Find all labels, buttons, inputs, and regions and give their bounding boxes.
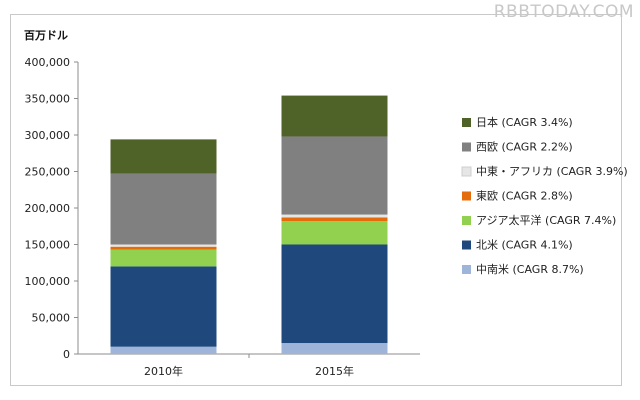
legend-entry: 東欧 (CAGR 2.8%) (476, 190, 573, 203)
legend-swatch (461, 166, 472, 177)
y-tick-label: 150,000 (25, 239, 71, 252)
y-tick-label: 300,000 (25, 129, 71, 142)
bar-segment (110, 139, 217, 174)
y-tick-label: 0 (63, 348, 70, 361)
legend-swatch (462, 240, 471, 250)
bar-segment (281, 217, 388, 222)
y-tick-label: 400,000 (25, 56, 71, 69)
y-tick-label: 350,000 (25, 93, 71, 106)
bars (110, 95, 388, 354)
axes: 0 50,000 100,000 150,000 200,000 250,000 300,0… (25, 56, 420, 378)
bar-segment (110, 249, 217, 267)
y-tick-label: 250,000 (25, 166, 71, 179)
legend-swatch (462, 191, 471, 201)
legend: 日本 (CAGR 3.4%) 西欧 (CAGR 2.2%) 中東・アフリカ (CAG… (461, 115, 628, 276)
legend-entry: 北米 (CAGR 4.1%) (476, 239, 573, 252)
legend-entry: 中東・アフリカ (CAGR 3.9%) (476, 165, 628, 178)
y-tick-label: 100,000 (25, 275, 71, 288)
bar-segment (110, 346, 217, 354)
y-tick-label: 200,000 (25, 202, 71, 215)
watermark: RBBTODAY.COM (493, 2, 634, 22)
bar-segment (281, 244, 388, 344)
legend-entry: アジア太平洋 (CAGR 7.4%) (476, 213, 616, 227)
legend-entry: 中南米 (CAGR 8.7%) (476, 263, 584, 276)
bar-segment (281, 343, 388, 354)
legend-entry: 日本 (CAGR 3.4%) (476, 115, 573, 129)
legend-swatch (462, 265, 471, 274)
legend-swatch (462, 118, 471, 127)
bar-segment (281, 221, 388, 245)
bar-segment (281, 214, 388, 218)
x-category-label: 2010年 (144, 364, 183, 378)
legend-entry: 西欧 (CAGR 2.2%) (476, 141, 573, 154)
legend-swatch (462, 216, 471, 225)
bar-segment (110, 246, 217, 250)
bar-segment (110, 173, 217, 245)
y-tick-label: 50,000 (32, 312, 71, 325)
bar-segment (110, 266, 217, 347)
chart-frame (10, 14, 622, 386)
unit-label: 百万ドル (24, 29, 68, 42)
bar-segment (281, 95, 388, 137)
bar-segment (281, 136, 388, 215)
bar-segment (110, 244, 217, 247)
legend-swatch (462, 142, 471, 152)
x-category-label: 2015年 (315, 364, 354, 378)
